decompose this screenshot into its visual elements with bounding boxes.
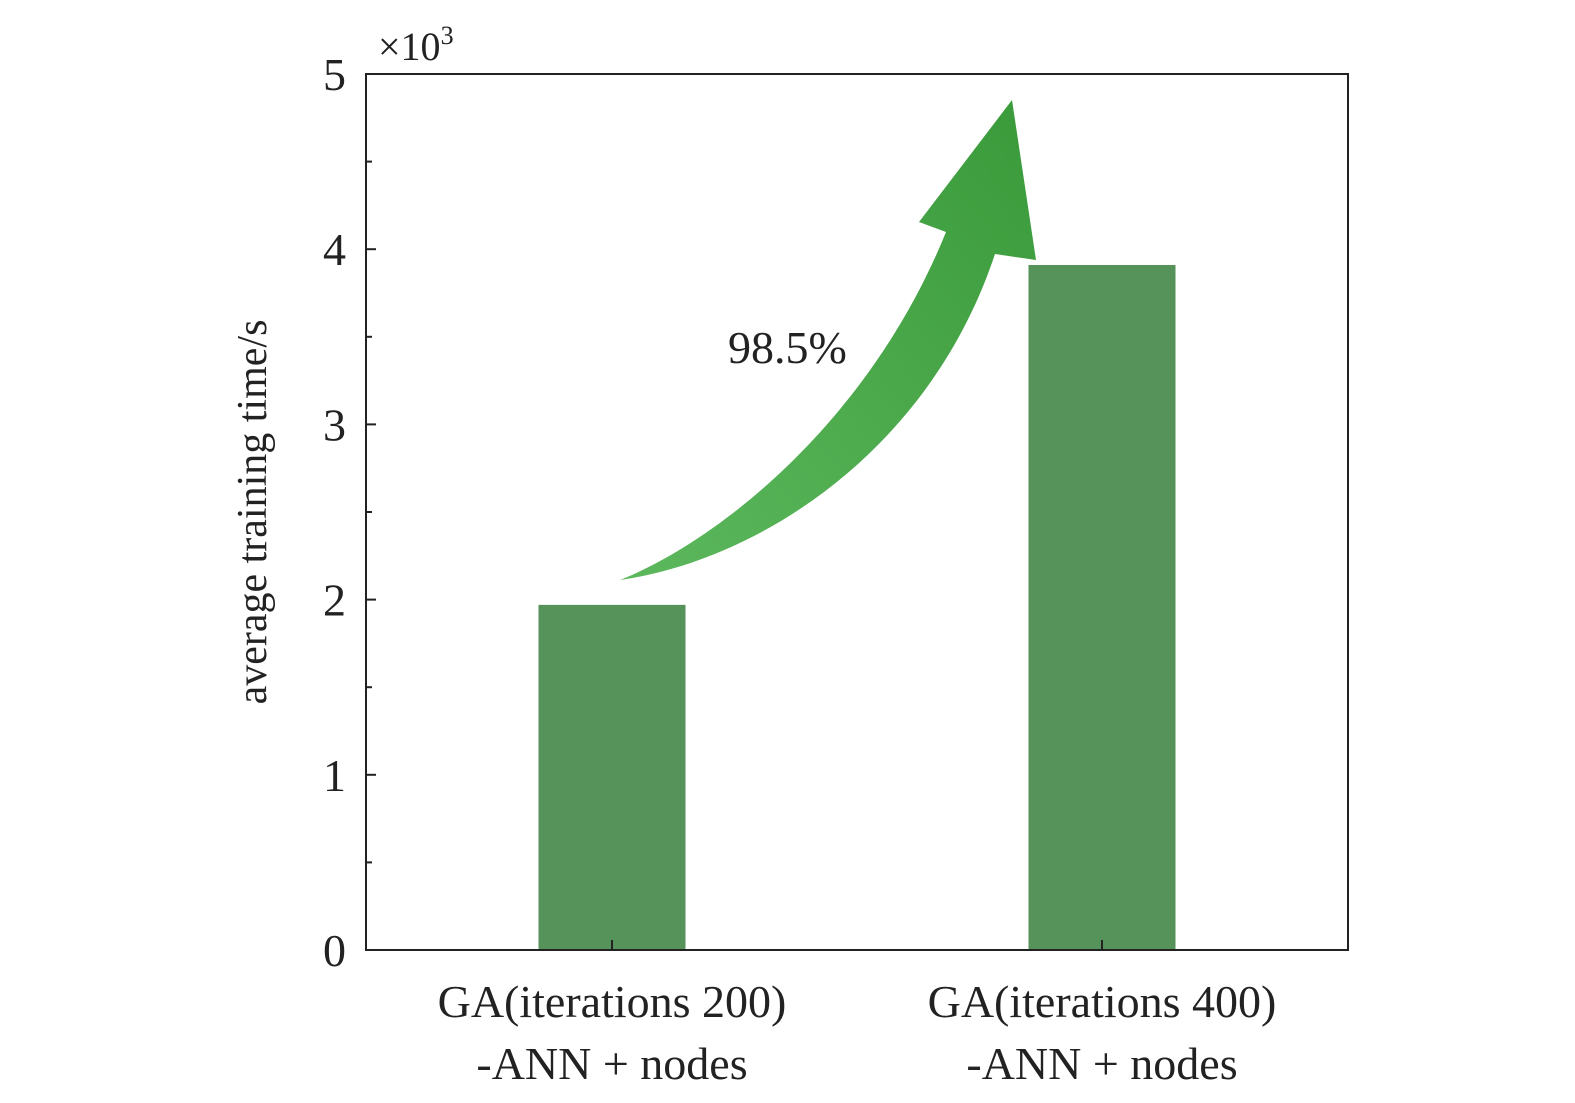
y-tick-label: 0	[323, 925, 346, 976]
bar-1	[538, 604, 686, 950]
growth-arrow-icon	[620, 100, 1036, 580]
y-tick-label: 1	[323, 750, 346, 801]
y-axis-title: average training time/s	[230, 320, 276, 705]
y-multiplier-base: ×10	[378, 24, 441, 69]
x-category-label: GA(iterations 400)	[928, 976, 1277, 1027]
growth-annotation: 98.5%	[728, 322, 847, 373]
x-category-label: -ANN + nodes	[476, 1038, 747, 1089]
y-tick-label: 3	[323, 399, 346, 450]
y-multiplier-exponent: 3	[441, 21, 454, 50]
y-tick-label: 4	[323, 224, 346, 275]
bar-2	[1028, 264, 1176, 950]
plot-frame	[365, 73, 1349, 951]
y-axis: 0 1 2 3 4 5	[323, 49, 376, 976]
y-tick-label: 5	[323, 49, 346, 100]
x-category-label: -ANN + nodes	[966, 1038, 1237, 1089]
bars-group	[538, 264, 1176, 950]
x-category-label: GA(iterations 200)	[438, 976, 787, 1027]
y-multiplier: ×103	[378, 21, 454, 69]
x-axis: GA(iterations 200) -ANN + nodes GA(iterati…	[438, 940, 1277, 1089]
y-tick-label: 2	[323, 575, 346, 626]
